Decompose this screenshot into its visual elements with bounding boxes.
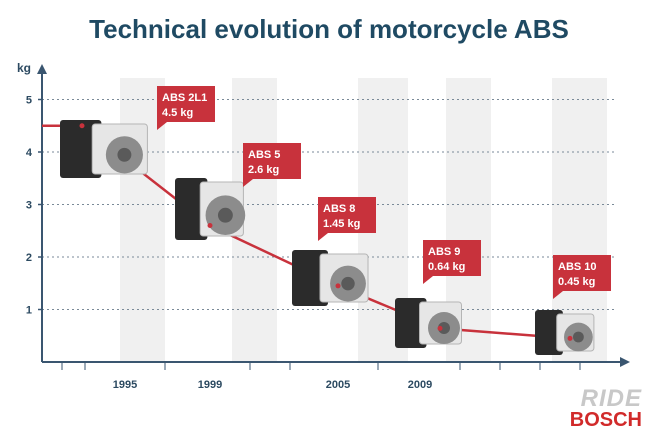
weight-series xyxy=(42,120,595,355)
y-tick-label: 3 xyxy=(26,200,32,212)
data-label: ABS 5 2.6 kg xyxy=(243,143,301,187)
label-weight: 4.5 kg xyxy=(162,107,193,119)
abs-unit-icon xyxy=(60,120,148,178)
bosch-logo-text: BOSCH xyxy=(569,409,642,431)
label-weight: 0.64 kg xyxy=(428,261,465,273)
label-background xyxy=(157,86,215,122)
data-point xyxy=(437,325,443,331)
y-tick-label: 2 xyxy=(26,252,32,264)
label-pointer xyxy=(423,276,433,284)
axes: kg xyxy=(17,61,630,367)
label-model: ABS 8 xyxy=(323,203,355,215)
unit-motor-hub xyxy=(573,331,584,343)
x-axis-arrow xyxy=(620,357,630,367)
unit-body xyxy=(395,298,427,348)
unit-motor-hub xyxy=(438,322,450,334)
x-tick-labels: 1995 1999 2005 2009 xyxy=(61,362,581,391)
data-point xyxy=(335,283,341,289)
chart-title: Technical evolution of motorcycle ABS xyxy=(89,14,569,44)
y-tick-label: 5 xyxy=(26,95,32,107)
data-label: ABS 10 0.45 kg xyxy=(553,255,611,299)
data-label: ABS 2L1 4.5 kg xyxy=(157,86,215,130)
label-pointer xyxy=(243,179,253,187)
x-tick-label: 1999 xyxy=(198,379,222,391)
data-label: ABS 8 1.45 kg xyxy=(318,197,376,241)
y-axis-unit: kg xyxy=(17,61,31,75)
x-tick-label: 2005 xyxy=(326,379,350,391)
unit-body xyxy=(292,250,328,306)
abs-unit-icon xyxy=(292,250,369,306)
label-pointer xyxy=(157,122,167,130)
x-tick-label: 2009 xyxy=(408,379,432,391)
x-tick-label: 1995 xyxy=(113,379,137,391)
data-point xyxy=(567,335,573,341)
unit-body xyxy=(60,120,102,178)
label-weight: 1.45 kg xyxy=(323,218,360,230)
label-model: ABS 5 xyxy=(248,149,280,161)
label-background xyxy=(553,255,611,291)
data-point xyxy=(79,123,85,129)
label-weight: 2.6 kg xyxy=(248,164,279,176)
ride-logo-text: RIDE xyxy=(580,385,642,412)
unit-body xyxy=(535,310,563,355)
y-tick-label: 4 xyxy=(26,147,33,159)
y-tick-label: 1 xyxy=(26,305,32,317)
abs-unit-icon xyxy=(535,310,595,355)
unit-motor-hub xyxy=(217,207,233,223)
unit-motor-hub xyxy=(117,147,132,162)
watermark: RIDE BOSCH xyxy=(569,385,642,431)
data-point xyxy=(207,223,213,228)
abs-unit-icon xyxy=(175,178,246,240)
label-pointer xyxy=(318,233,328,241)
unit-body xyxy=(175,178,208,240)
data-label: ABS 9 0.64 kg xyxy=(423,240,481,284)
label-model: ABS 10 xyxy=(558,261,597,273)
label-background xyxy=(243,143,301,179)
label-pointer xyxy=(553,291,563,299)
y-tick-labels: 1 2 3 4 5 xyxy=(26,95,42,317)
abs-unit-icon xyxy=(395,298,462,348)
unit-motor-hub xyxy=(341,276,355,291)
label-model: ABS 2L1 xyxy=(162,92,207,104)
label-background xyxy=(318,197,376,233)
y-axis-arrow xyxy=(37,64,47,74)
label-background xyxy=(423,240,481,276)
label-weight: 0.45 kg xyxy=(558,276,595,288)
label-model: ABS 9 xyxy=(428,246,460,258)
